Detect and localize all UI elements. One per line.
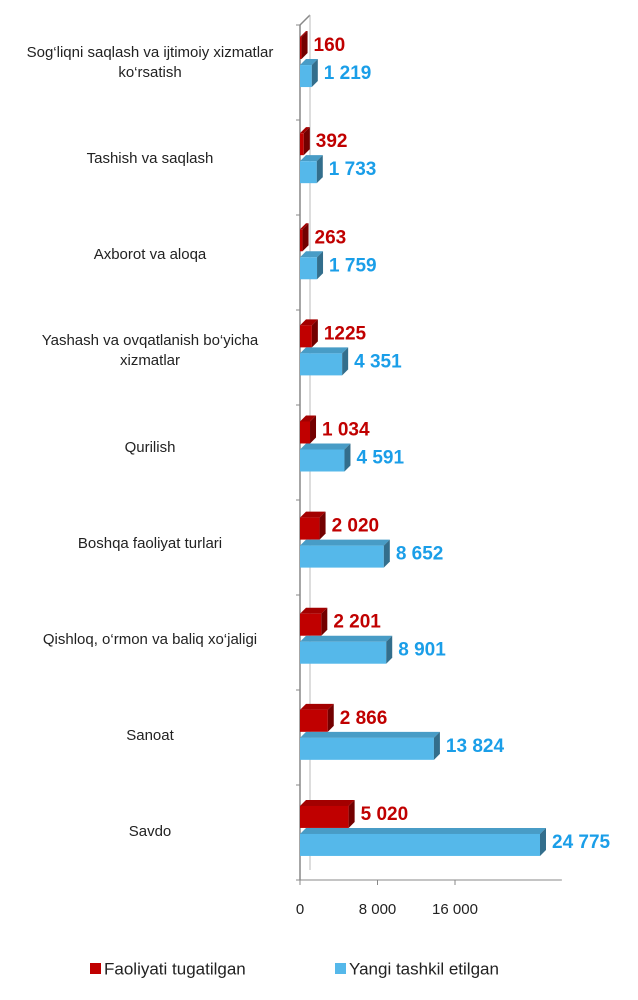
value-label: 2 866	[340, 708, 388, 729]
bar-side	[311, 59, 318, 88]
bar-top	[300, 127, 310, 134]
bar	[300, 421, 311, 444]
legend-swatch	[90, 963, 101, 974]
value-label: 4 351	[354, 351, 402, 372]
value-label: 13 824	[446, 736, 505, 757]
bar-side	[433, 731, 440, 760]
category-label: Sanoat	[126, 726, 174, 744]
value-label: 5 020	[361, 804, 409, 825]
bar-side	[348, 799, 355, 828]
bar-side	[540, 827, 546, 856]
value-label: 4 591	[356, 448, 404, 469]
value-label: 392	[316, 131, 348, 152]
legend-label: Yangi tashkil etilgan	[349, 959, 499, 978]
bar-top	[300, 827, 546, 834]
bar-top	[300, 703, 334, 710]
bar	[300, 805, 349, 828]
value-label: 1225	[324, 323, 367, 344]
value-label: 263	[315, 227, 347, 248]
bar-side	[301, 31, 308, 60]
bar	[300, 517, 320, 540]
bar-side	[316, 155, 323, 184]
category-label: Sog‘liqni saqlash va ijtimoiy xizmatlar …	[26, 44, 274, 82]
bar	[300, 449, 345, 472]
bar-side	[344, 443, 351, 472]
bar-side	[311, 319, 318, 348]
y-axis-top	[299, 14, 311, 26]
value-label: 1 759	[329, 255, 377, 276]
value-label: 1 219	[324, 63, 372, 84]
value-label: 160	[314, 35, 346, 56]
bar	[300, 65, 312, 88]
bar	[300, 737, 434, 760]
bar	[300, 709, 328, 732]
bar-side	[319, 511, 326, 540]
category-label: Tashish va saqlash	[86, 150, 214, 168]
category-label: Boshqa faoliyat turlari	[77, 534, 223, 552]
x-tick-label: 8 000	[359, 901, 397, 918]
bar-top	[300, 635, 393, 642]
bar	[300, 37, 302, 60]
bar	[300, 613, 322, 636]
bar-side	[327, 703, 334, 732]
category-label: Savdo	[128, 822, 172, 840]
value-label: 2 020	[332, 516, 380, 537]
bar-top	[300, 59, 318, 66]
bar-side	[310, 415, 317, 444]
legend-swatch	[335, 963, 346, 974]
bar-top	[300, 443, 351, 450]
category-label: Qishloq, o‘rmon va baliq xo‘jaligi	[42, 630, 258, 648]
bar-top	[300, 511, 326, 518]
bar	[300, 133, 304, 156]
bar-side	[317, 251, 324, 280]
legend-label: Faoliyati tugatilgan	[104, 959, 246, 978]
bar-top	[300, 347, 349, 354]
bar-top	[300, 155, 323, 162]
category-label: Qurilish	[124, 438, 176, 456]
bar	[300, 161, 317, 184]
value-label: 2 201	[333, 612, 381, 633]
bar	[300, 257, 318, 280]
bar	[300, 641, 387, 664]
bar-side	[303, 127, 310, 156]
bar-side	[321, 607, 328, 636]
bar-top	[300, 731, 440, 738]
bar-top	[300, 607, 328, 614]
bar-top	[300, 539, 390, 546]
bar	[300, 325, 312, 348]
bar-top	[300, 319, 318, 326]
value-label: 8 901	[398, 640, 446, 661]
category-label: Yashash va ovqatlanish bo‘yicha xizmatla…	[41, 332, 259, 370]
bar-top	[300, 251, 324, 258]
bar-side	[386, 635, 393, 664]
value-label: 1 733	[329, 159, 377, 180]
bar	[300, 229, 303, 252]
x-tick-label: 0	[296, 901, 304, 918]
bar-top	[300, 31, 308, 38]
value-label: 24 775	[552, 832, 611, 853]
bar-side	[342, 347, 349, 376]
bar	[300, 353, 343, 376]
bar-top	[300, 223, 309, 230]
bar-side	[383, 539, 390, 568]
category-label: Axborot va aloqa	[93, 246, 207, 264]
value-label: 1 034	[322, 420, 370, 441]
bar-top	[300, 799, 355, 806]
x-tick-label: 16 000	[432, 901, 478, 918]
bar-side	[302, 223, 309, 252]
bar	[300, 833, 540, 856]
value-label: 8 652	[396, 544, 444, 565]
bar	[300, 545, 384, 568]
bar-top	[300, 415, 317, 422]
